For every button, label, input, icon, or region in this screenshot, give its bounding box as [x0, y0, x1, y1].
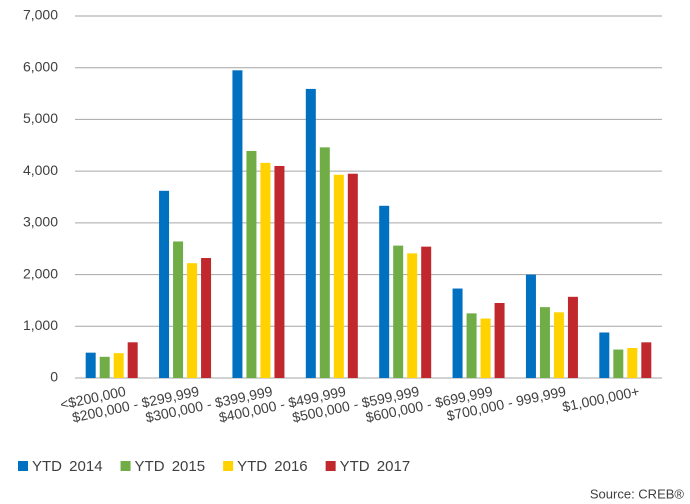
bar [393, 245, 404, 378]
bar [466, 313, 477, 378]
legend-label: YTD 2014 [32, 458, 103, 475]
bar [407, 253, 418, 378]
bar [260, 162, 271, 378]
y-tick-label: 5,000 [23, 110, 58, 126]
bar [159, 190, 170, 378]
bar [347, 173, 358, 378]
bar [421, 246, 432, 378]
bar [187, 263, 198, 378]
bar [246, 150, 257, 378]
legend-label: YTD 2017 [340, 458, 411, 475]
bar [274, 165, 285, 378]
bar [494, 303, 505, 378]
legend-label: YTD 2015 [135, 458, 206, 475]
bar [201, 258, 212, 378]
y-tick-label: 3,000 [23, 214, 58, 230]
bar [613, 349, 624, 378]
legend-swatch [325, 461, 336, 471]
y-tick-label: 4,000 [23, 162, 58, 178]
bar [553, 312, 564, 378]
source-note: Source: CREB® [590, 486, 685, 501]
bar [113, 353, 124, 378]
bar [525, 274, 536, 378]
bar [452, 288, 463, 378]
y-tick-label: 0 [50, 369, 58, 385]
bar [173, 241, 184, 378]
bar [379, 205, 390, 378]
legend-swatch [18, 461, 28, 471]
legend-swatch [223, 461, 234, 471]
bar [319, 147, 330, 378]
bar [641, 342, 652, 378]
bar [232, 70, 243, 379]
bar [305, 88, 316, 378]
legend-label: YTD 2016 [237, 458, 308, 475]
bar [480, 318, 491, 378]
y-tick-label: 1,000 [23, 317, 58, 333]
bar [127, 342, 138, 378]
bar [539, 307, 550, 378]
bar [567, 296, 578, 378]
bar [99, 356, 110, 378]
y-tick-label: 7,000 [23, 7, 58, 23]
y-tick-label: 6,000 [23, 58, 58, 74]
bar [333, 174, 344, 378]
legend-swatch [120, 461, 131, 471]
bar [599, 332, 610, 378]
bar [627, 348, 638, 378]
y-tick-label: 2,000 [23, 265, 58, 281]
x-tick-label: $1,000,000+ [561, 383, 641, 415]
bar [85, 352, 96, 378]
